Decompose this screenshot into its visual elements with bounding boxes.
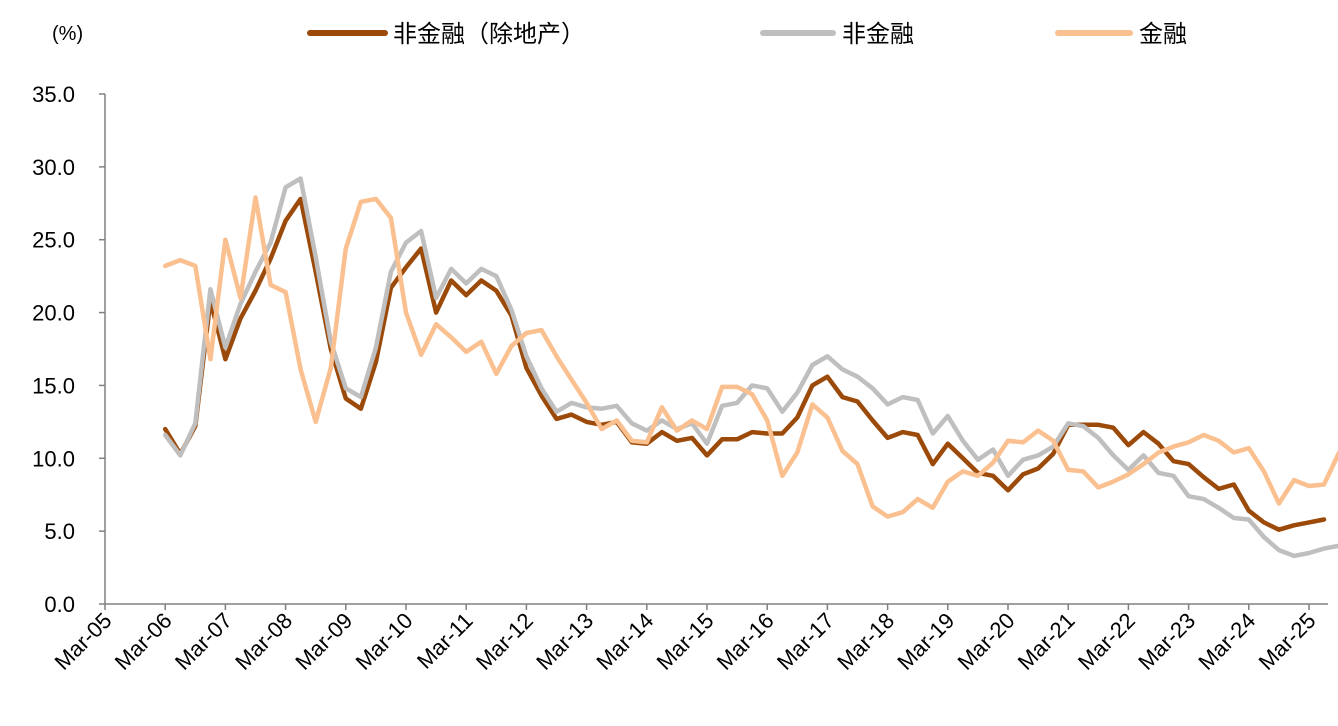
x-tick-label-19: Mar-24 xyxy=(1193,608,1260,675)
x-tick-label-6: Mar-11 xyxy=(412,608,478,674)
y-tick-label-4: 20.0 xyxy=(32,301,75,326)
x-tick-label-4: Mar-09 xyxy=(290,608,357,675)
y-tick-label-5: 25.0 xyxy=(32,228,75,253)
x-tick-label-0: Mar-05 xyxy=(50,608,117,675)
y-tick-label-7: 35.0 xyxy=(32,82,75,107)
legend-item-1: 非金融 xyxy=(760,20,914,48)
x-tick-label-2: Mar-07 xyxy=(170,608,237,675)
legend-item-2: 金融 xyxy=(1055,20,1187,48)
x-tick-label-13: Mar-18 xyxy=(832,608,899,675)
x-tick-label-18: Mar-23 xyxy=(1133,608,1200,675)
y-tick-label-6: 30.0 xyxy=(32,155,75,180)
legend-label-2: 金融 xyxy=(1139,20,1187,48)
legend-label-0: 非金融（除地产） xyxy=(393,20,585,48)
x-tick-label-5: Mar-10 xyxy=(351,608,418,675)
x-tick-label-16: Mar-21 xyxy=(1013,608,1080,675)
legend-label-1: 非金融 xyxy=(842,20,914,48)
legend-item-0: 非金融（除地产） xyxy=(307,20,585,48)
y-tick-label-3: 15.0 xyxy=(32,373,75,398)
x-tick-label-20: Mar-25 xyxy=(1254,608,1321,675)
x-tick-label-1: Mar-06 xyxy=(110,608,177,675)
x-tick-label-7: Mar-12 xyxy=(471,608,538,675)
x-tick-label-17: Mar-22 xyxy=(1073,608,1140,675)
x-tick-label-15: Mar-20 xyxy=(953,608,1020,675)
x-tick-label-3: Mar-08 xyxy=(230,608,297,675)
x-tick-label-12: Mar-17 xyxy=(772,608,839,675)
y-tick-label-1: 5.0 xyxy=(44,519,75,544)
x-tick-label-9: Mar-14 xyxy=(591,608,658,675)
series-line-0 xyxy=(162,196,1327,532)
y-axis-unit-label: (%) xyxy=(52,23,83,45)
series-line-2 xyxy=(162,195,1338,519)
y-tick-label-0: 0.0 xyxy=(44,592,75,617)
x-tick-label-10: Mar-15 xyxy=(652,608,719,675)
x-tick-label-11: Mar-16 xyxy=(712,608,779,675)
series-line-1 xyxy=(162,176,1338,559)
x-tick-label-14: Mar-19 xyxy=(892,608,959,675)
plot-area: 0.05.010.015.020.025.030.035.0Mar-05Mar-… xyxy=(32,82,1338,675)
legend: 非金融（除地产） 非金融 金融 xyxy=(307,20,1187,48)
x-tick-label-8: Mar-13 xyxy=(531,608,598,675)
y-tick-label-2: 10.0 xyxy=(32,446,75,471)
